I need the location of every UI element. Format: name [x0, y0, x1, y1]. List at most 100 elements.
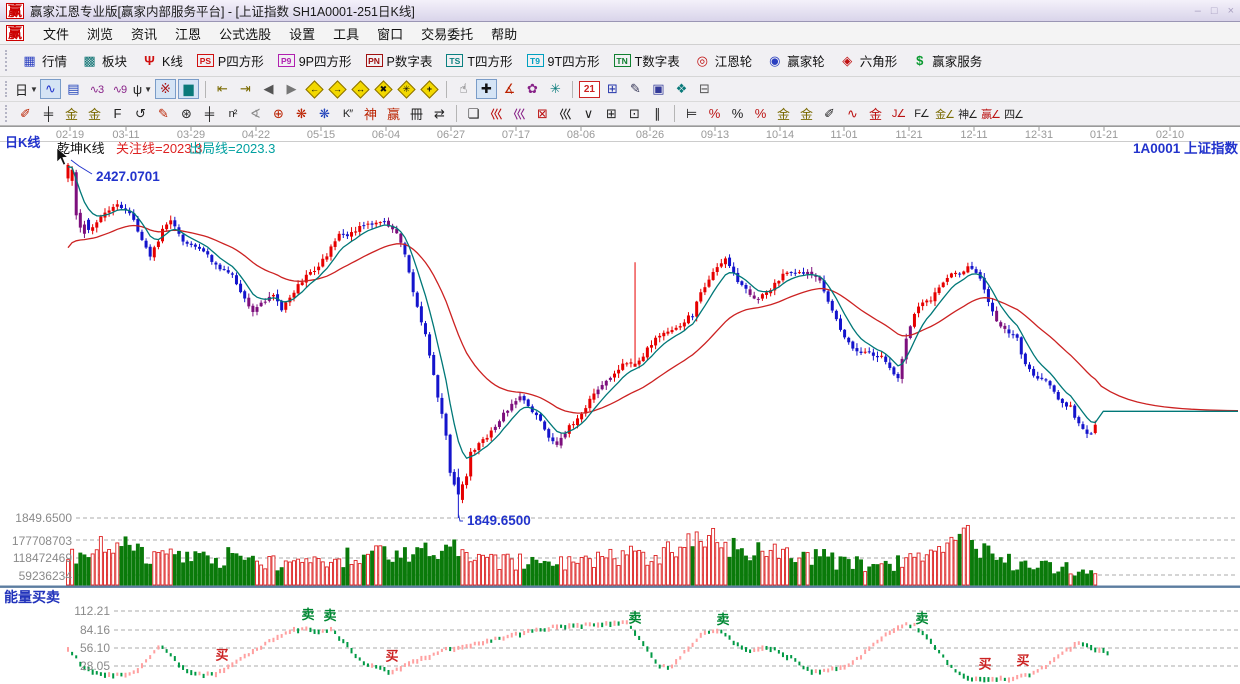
gold-underline-tool[interactable]: 金 — [868, 107, 882, 122]
close-icon[interactable]: × — [1227, 4, 1234, 17]
menu-item-formula-pick[interactable]: 公式选股 — [219, 26, 272, 42]
menu-item-settings[interactable]: 设置 — [289, 26, 316, 42]
calendar-button[interactable]: 21 — [578, 80, 600, 98]
ray-fan-tool[interactable]: 巛 — [489, 107, 503, 122]
cycle-squiggle-button[interactable]: ✳ — [549, 81, 561, 96]
maximize-icon[interactable]: □ — [1210, 4, 1218, 17]
notepad-button[interactable]: ✎ — [629, 81, 641, 96]
pan-left-diamond-button[interactable]: ← — [304, 79, 325, 99]
zoom-star-diamond-button[interactable]: ✳ — [396, 79, 417, 99]
scale-bars-tool[interactable]: ⊨ — [685, 105, 698, 121]
next-bar-button[interactable]: ▶ — [286, 81, 297, 96]
si-angle-tool[interactable]: 四∠ — [1004, 108, 1024, 121]
wave-box-tool[interactable]: ∿ — [847, 105, 858, 121]
ruler2-tool[interactable]: ╪ — [204, 106, 215, 121]
qiankun-kline-button[interactable]: ∿ — [39, 79, 61, 99]
gold-grid2-tool[interactable]: 金 — [87, 107, 101, 122]
parallel-tool[interactable]: ∥ — [654, 105, 661, 121]
hexagon-button[interactable]: ◈ 六角形 — [832, 49, 905, 72]
p-square-button[interactable]: PS P四方形 — [190, 49, 271, 72]
ray-fan-box-tool[interactable]: 巛 — [512, 107, 526, 122]
network-button[interactable]: ❖ — [675, 81, 688, 96]
win-grid-tool[interactable]: 赢 — [386, 107, 400, 122]
grid-dot2-tool[interactable]: ⊡ — [629, 105, 640, 121]
gold-circle-tool[interactable]: 金 — [776, 107, 790, 122]
gann-ruler-tool[interactable]: ╪ — [43, 106, 54, 121]
angle-measure-button[interactable]: ∡ — [503, 81, 516, 96]
volume-profile-button[interactable]: ▆ — [177, 79, 199, 99]
web-red-tool[interactable]: ❋ — [296, 105, 307, 121]
menu-item-news[interactable]: 资讯 — [131, 26, 158, 42]
gann-wheel-button[interactable]: ◎ 江恩轮 — [687, 49, 760, 72]
web-blue-tool[interactable]: ❋ — [319, 105, 330, 121]
candle-brush-tool[interactable]: ✐ — [824, 105, 835, 121]
market-quotes-button[interactable]: ▦ 行情 — [14, 49, 74, 72]
candle-pattern-dropdown[interactable]: ψ ▼ — [132, 81, 153, 97]
print-button[interactable]: ⊟ — [698, 81, 710, 96]
percent-bottom-tool[interactable]: % — [754, 106, 767, 121]
winner-wheel-button[interactable]: ◉ 赢家轮 — [759, 49, 832, 72]
gann-target-tool[interactable]: ⊕ — [273, 105, 284, 121]
chart-area[interactable]: 02-19 03-11 03-29 04-22 05-15 06-04 06-27 07-17… — [0, 126, 1240, 684]
menu-item-gann[interactable]: 江恩 — [175, 26, 202, 42]
spiral-tool[interactable]: ↺ — [135, 105, 146, 121]
menu-item-window[interactable]: 窗口 — [377, 26, 404, 42]
sectors-button[interactable]: ▩ 板块 — [74, 49, 134, 72]
info-note-button[interactable]: ▤ — [67, 81, 80, 96]
web-dark-tool[interactable]: ⊠ — [537, 105, 548, 121]
last-bar-button[interactable]: ⇥ — [239, 81, 251, 96]
fan-black-tool[interactable]: 巛 — [558, 107, 572, 122]
kline-period-dropdown[interactable]: 日 ▼ — [15, 82, 38, 98]
f-angle-tool[interactable]: F∠ — [914, 108, 930, 120]
t9-square-button[interactable]: T9 9T四方形 — [520, 49, 607, 72]
k-double-tool[interactable]: K″ — [342, 107, 353, 120]
main-chart-svg[interactable]: 02-19 03-11 03-29 04-22 05-15 06-04 06-27 07-17… — [0, 126, 1240, 684]
wave-count-3-button[interactable]: ∿3 — [89, 83, 104, 96]
menu-item-tools[interactable]: 工具 — [333, 26, 360, 42]
pattern-red-button[interactable]: ※ — [154, 79, 176, 99]
fib-grid-tool[interactable]: F — [113, 106, 122, 121]
menu-item-trade[interactable]: 交易委托 — [421, 26, 474, 42]
menu-item-browse[interactable]: 浏览 — [87, 26, 114, 42]
gold-grid-tool[interactable]: 金 — [64, 107, 78, 122]
wave-count-9-button[interactable]: ∿9 — [112, 83, 127, 96]
shen-grid-tool[interactable]: 神 — [363, 107, 377, 122]
zoom-horizontal-diamond-button[interactable]: ↔ — [350, 79, 371, 99]
time-circle-tool[interactable]: ⊛ — [181, 105, 192, 121]
winner-service-button[interactable]: $ 赢家服务 — [904, 49, 989, 72]
crosshair-button[interactable]: ✚ — [475, 79, 497, 99]
zigzag-tool[interactable]: ∨ — [583, 105, 594, 121]
prev-bar-button[interactable]: ◀ — [263, 81, 274, 96]
span-arrow-tool[interactable]: ⇄ — [434, 105, 445, 121]
menu-item-help[interactable]: 帮助 — [491, 26, 518, 42]
calculator-button[interactable]: ⊞ — [606, 81, 618, 96]
n-square-tool[interactable]: n² — [228, 107, 238, 120]
gann-flower-button[interactable]: ✿ — [526, 81, 538, 96]
win-angle-tool[interactable]: 赢∠ — [981, 108, 1001, 121]
p9-square-button[interactable]: P9 9P四方形 — [271, 49, 359, 72]
book-grid-tool[interactable]: 冊 — [409, 107, 423, 122]
percent-top-tool[interactable]: % — [708, 106, 721, 121]
zoom-out-diamond-button[interactable]: ✖ — [373, 79, 394, 99]
minimize-icon[interactable]: – — [1194, 4, 1201, 17]
zoom-fit-diamond-button[interactable]: + — [419, 79, 440, 99]
grid-dot-tool[interactable]: ⊞ — [606, 105, 617, 121]
pan-right-diamond-button[interactable]: → — [327, 79, 348, 99]
angle-mirror-tool[interactable]: ∢ — [250, 105, 261, 121]
save-button[interactable]: ▣ — [652, 81, 665, 96]
draw-brush-tool[interactable]: ✐ — [20, 105, 31, 121]
menu-item-file[interactable]: 文件 — [43, 26, 70, 42]
window-frame-tool[interactable]: ❏ — [467, 105, 480, 121]
shen-angle-tool[interactable]: 神∠ — [958, 108, 978, 121]
t-number-table-button[interactable]: TN T数字表 — [607, 49, 687, 72]
gold-angle-tool[interactable]: 金∠ — [935, 108, 955, 121]
j-angle-tool[interactable]: J∠ — [891, 108, 906, 120]
pan-hand-button[interactable]: ☝ — [459, 81, 468, 96]
p-number-table-button[interactable]: PN P数字表 — [359, 49, 440, 72]
gold-lines-tool[interactable]: 金 — [799, 107, 813, 122]
kline-button[interactable]: Ψ K线 — [134, 49, 190, 72]
first-bar-button[interactable]: ⇤ — [216, 81, 228, 96]
t-square-button[interactable]: TS T四方形 — [439, 49, 519, 72]
brush-grid-tool[interactable]: ✎ — [158, 105, 169, 121]
percent-tool[interactable]: % — [731, 106, 744, 121]
